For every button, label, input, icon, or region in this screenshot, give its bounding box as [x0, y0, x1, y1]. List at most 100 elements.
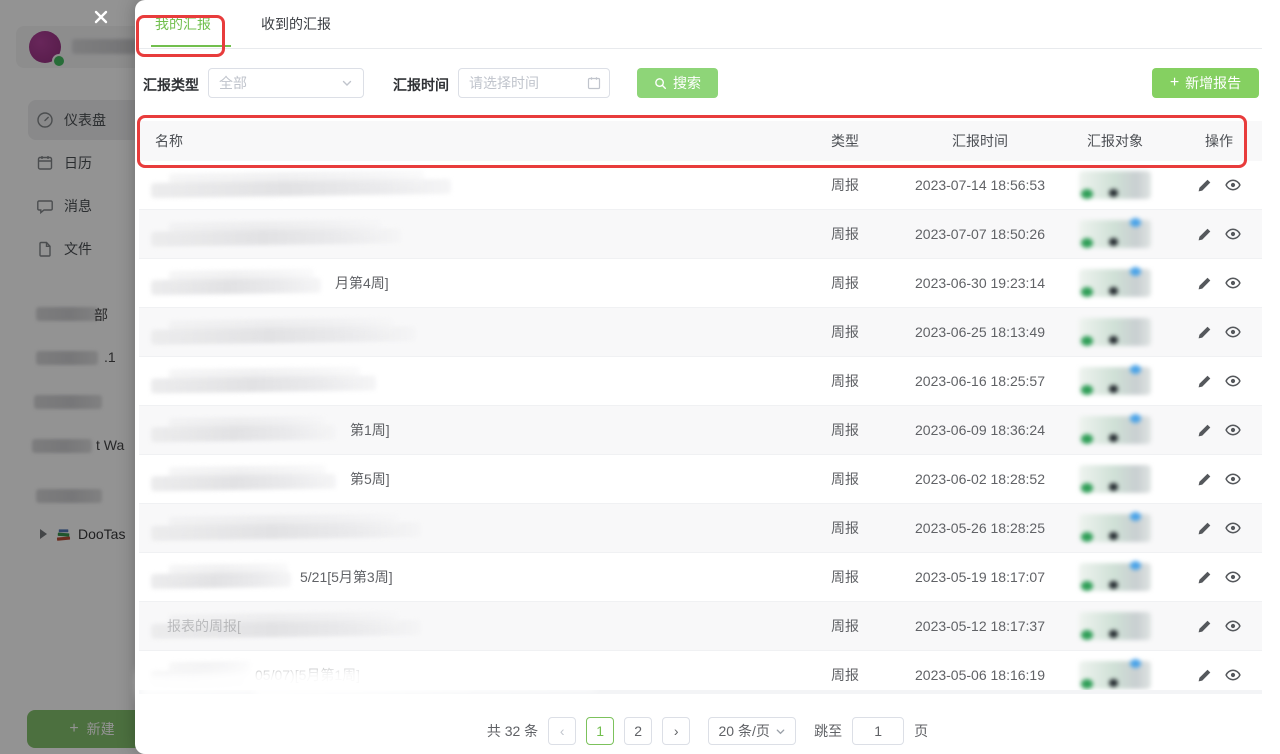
project-item[interactable]: 部: [0, 304, 200, 324]
books-icon: [55, 526, 72, 543]
edit-icon[interactable]: [1197, 423, 1212, 438]
redacted-name: [168, 268, 315, 287]
redacted-text: [36, 351, 98, 365]
edit-icon[interactable]: [1197, 668, 1212, 683]
view-icon[interactable]: [1225, 520, 1241, 536]
report-type: 周报: [831, 422, 859, 438]
view-icon[interactable]: [1225, 618, 1241, 634]
project-item[interactable]: [0, 486, 200, 506]
tab-received-reports[interactable]: 收到的汇报: [261, 16, 331, 32]
calendar-icon: [36, 154, 54, 172]
name-fragment: 月第4周]: [335, 275, 389, 291]
redacted-name: [168, 219, 383, 238]
tab-my-reports[interactable]: 我的汇报: [155, 16, 211, 32]
sidebar-item-label: 消息: [64, 198, 92, 214]
prev-page-button[interactable]: ‹: [548, 717, 577, 745]
table-row: 报表的周报[周报 2023-05-12 18:17:37: [139, 602, 1262, 651]
view-icon[interactable]: [1225, 324, 1241, 340]
view-icon[interactable]: [1225, 226, 1241, 242]
report-time-picker[interactable]: [458, 68, 610, 98]
table-row: 5/21[5月第3周] 周报 2023-05-19 18:17:07: [139, 553, 1262, 602]
plus-icon: +: [69, 720, 79, 737]
table-row: 周报 2023-07-14 18:56:53: [139, 161, 1262, 210]
view-icon[interactable]: [1225, 569, 1241, 585]
report-type: 周报: [831, 324, 859, 340]
report-time: 2023-05-26 18:28:25: [915, 520, 1045, 536]
col-recipients: 汇报对象: [1087, 133, 1143, 149]
report-time: 2023-06-02 18:28:52: [915, 471, 1045, 487]
chevron-down-icon: [342, 80, 352, 86]
view-icon[interactable]: [1225, 422, 1241, 438]
edit-icon[interactable]: [1197, 472, 1212, 487]
page-size-select[interactable]: 20 条/页: [708, 717, 797, 745]
project-item[interactable]: .1: [0, 348, 200, 368]
sidebar-item-dootask[interactable]: DooTas: [0, 524, 200, 544]
view-icon[interactable]: [1225, 177, 1241, 193]
report-time: 2023-06-16 18:25:57: [915, 373, 1045, 389]
report-name-cell: [139, 161, 780, 209]
report-time-input[interactable]: [467, 74, 587, 92]
report-type-label: 汇报类型: [143, 77, 199, 93]
project-item[interactable]: [0, 392, 200, 412]
edit-icon[interactable]: [1197, 276, 1212, 291]
edit-icon[interactable]: [1197, 521, 1212, 536]
page-button-1[interactable]: 1: [586, 717, 615, 745]
report-name-cell: 第1周]: [139, 406, 780, 454]
search-button[interactable]: 搜索: [637, 68, 718, 98]
new-task-label: 新建: [86, 721, 115, 737]
jump-label: 跳至: [814, 723, 843, 739]
calendar-icon: [587, 77, 601, 90]
edit-icon[interactable]: [1197, 325, 1212, 340]
table-row: 周报 2023-07-07 18:50:26: [139, 210, 1262, 259]
view-icon[interactable]: [1225, 667, 1241, 683]
add-report-button[interactable]: + 新增报告: [1152, 68, 1259, 98]
report-time-label: 汇报时间: [393, 77, 449, 93]
redacted-name: [168, 563, 289, 580]
tree-label: DooTas: [78, 526, 126, 542]
report-type-select[interactable]: 全部: [208, 68, 364, 98]
file-icon: [36, 240, 54, 258]
page-button-2[interactable]: 2: [624, 717, 653, 745]
report-type: 周报: [831, 667, 859, 683]
view-icon[interactable]: [1225, 471, 1241, 487]
report-type: 周报: [831, 618, 859, 634]
sidebar-item-files[interactable]: 文件: [28, 229, 190, 269]
report-recipients-cell: [1050, 308, 1180, 356]
table-row: 周报 2023-05-26 18:28:25: [139, 504, 1262, 553]
project-item[interactable]: t Wa: [0, 436, 200, 456]
view-icon[interactable]: [1225, 275, 1241, 291]
report-time: 2023-07-14 18:56:53: [915, 177, 1045, 193]
close-icon[interactable]: [90, 6, 112, 28]
report-type: 周报: [831, 275, 859, 291]
table-row: 第1周] 周报 2023-06-09 18:36:24: [139, 406, 1262, 455]
edit-icon[interactable]: [1197, 374, 1212, 389]
redacted-name: [168, 513, 400, 532]
message-icon: [36, 197, 54, 215]
report-recipients-cell: [1050, 357, 1180, 405]
actions-cell: [1180, 275, 1258, 291]
project-fragment: 部: [94, 307, 108, 323]
avatar-group: [1079, 414, 1151, 444]
search-icon: [655, 77, 667, 89]
report-type-value: 全部: [219, 75, 247, 91]
table-bottom-strip: [139, 690, 1262, 694]
report-time: 2023-06-30 19:23:14: [915, 275, 1045, 291]
report-name-cell: [139, 308, 780, 356]
next-page-button[interactable]: ›: [662, 717, 691, 745]
avatar-group: [1079, 512, 1151, 542]
edit-icon[interactable]: [1197, 570, 1212, 585]
sidebar-item-calendar[interactable]: 日历: [28, 143, 190, 183]
edit-icon[interactable]: [1197, 227, 1212, 242]
report-recipients-cell: [1050, 455, 1180, 503]
jump-page-input[interactable]: [852, 717, 905, 745]
sidebar-item-messages[interactable]: 消息: [28, 186, 190, 226]
edit-icon[interactable]: [1197, 619, 1212, 634]
sidebar-item-label: 日历: [64, 155, 92, 171]
view-icon[interactable]: [1225, 373, 1241, 389]
report-type: 周报: [831, 471, 859, 487]
report-name-cell: [139, 504, 780, 552]
edit-icon[interactable]: [1197, 178, 1212, 193]
report-recipients-cell: [1050, 553, 1180, 601]
report-time: 2023-06-09 18:36:24: [915, 422, 1045, 438]
